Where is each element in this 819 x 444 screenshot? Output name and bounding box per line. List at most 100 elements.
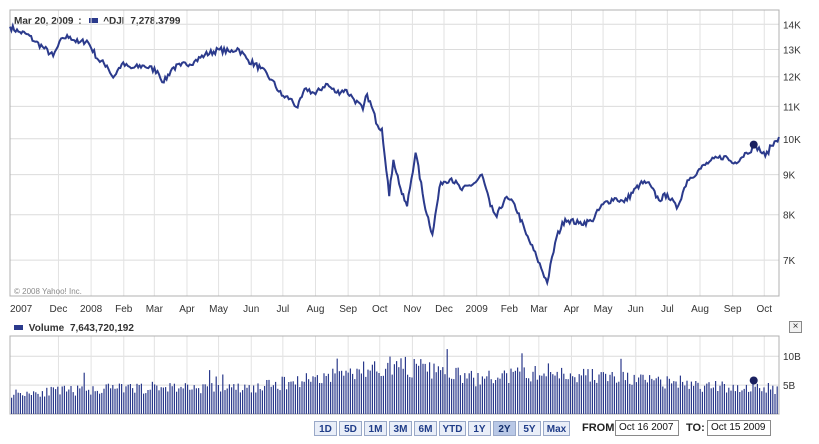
volume-bar <box>466 378 468 414</box>
volume-bar <box>123 392 125 414</box>
volume-bar <box>622 371 624 414</box>
volume-bar <box>37 393 39 414</box>
symbol-label: ^DJI <box>103 16 125 27</box>
volume-bar <box>147 390 149 414</box>
price-chart[interactable]: 7K 8K 9K 10K 11K 12K 13K 14K 2007 Dec 2008 Feb Mar A… <box>0 0 819 320</box>
volume-bar <box>136 383 138 414</box>
volume-bar <box>270 386 272 414</box>
volume-bar <box>712 387 714 414</box>
range-button-3m[interactable]: 3M <box>389 421 412 436</box>
volume-bar <box>360 373 362 414</box>
volume-bar <box>334 373 336 414</box>
volume-bar <box>204 384 206 414</box>
volume-bar <box>543 373 545 414</box>
volume-bar <box>356 368 358 414</box>
volume-bar <box>486 376 488 414</box>
volume-bar <box>539 375 541 414</box>
volume-bar <box>638 377 640 414</box>
volume-bar <box>517 367 519 414</box>
price-x-tick-label: 2008 <box>80 304 103 315</box>
volume-bar <box>28 393 30 414</box>
volume-bar <box>545 376 547 414</box>
volume-bar <box>587 369 589 414</box>
volume-bar <box>90 394 92 414</box>
to-date-input[interactable]: Oct 15 2009 <box>707 420 771 436</box>
price-x-tick-label: May <box>209 304 228 315</box>
volume-chart[interactable]: 5B 10B <box>0 334 819 416</box>
price-x-tick-label: Dec <box>435 304 453 315</box>
price-x-tick-label: Mar <box>146 304 164 315</box>
range-button-1y[interactable]: 1Y <box>468 421 491 436</box>
range-button-6m[interactable]: 6M <box>414 421 437 436</box>
volume-bar <box>671 383 673 414</box>
volume-bar <box>477 373 479 414</box>
volume-bar <box>248 385 250 414</box>
price-y-tick-label: 12K <box>783 73 801 84</box>
volume-bar <box>569 373 571 414</box>
volume-bar <box>404 356 406 414</box>
volume-bar <box>24 396 26 414</box>
volume-bar <box>448 377 450 414</box>
volume-bar <box>418 365 420 414</box>
volume-bar <box>44 396 46 414</box>
volume-bar <box>613 376 615 414</box>
volume-bar <box>277 388 279 414</box>
from-date-input[interactable]: Oct 16 2007 <box>615 420 679 436</box>
volume-cursor-marker[interactable] <box>749 376 758 385</box>
range-button-2y[interactable]: 2Y <box>493 421 516 436</box>
range-button-1d[interactable]: 1D <box>314 421 337 436</box>
volume-bar <box>591 369 593 414</box>
close-volume-button[interactable]: × <box>789 321 802 333</box>
volume-bar <box>22 395 24 414</box>
volume-bar <box>57 386 59 414</box>
volume-bar <box>618 381 620 414</box>
range-button-ytd[interactable]: YTD <box>439 421 466 436</box>
volume-bar <box>215 376 217 414</box>
volume-bar <box>754 386 756 414</box>
volume-bar <box>651 378 653 414</box>
volume-bar <box>107 383 109 414</box>
volume-bar <box>501 373 503 414</box>
volume-bar <box>389 356 391 414</box>
volume-bar <box>761 391 763 414</box>
range-button-1m[interactable]: 1M <box>364 421 387 436</box>
volume-bar <box>121 384 123 414</box>
range-button-5y[interactable]: 5Y <box>518 421 541 436</box>
volume-bar <box>347 372 349 414</box>
volume-bar <box>206 386 208 414</box>
range-button-5d[interactable]: 5D <box>339 421 362 436</box>
volume-bar <box>750 391 752 414</box>
volume-bar <box>191 389 193 414</box>
volume-bar <box>281 376 283 414</box>
volume-bar <box>602 372 604 414</box>
volume-bar <box>264 386 266 414</box>
volume-bar <box>510 368 512 414</box>
volume-bar <box>563 373 565 414</box>
range-button-max[interactable]: Max <box>543 421 570 436</box>
volume-bar <box>743 388 745 414</box>
volume-bar <box>46 387 48 414</box>
volume-bar <box>693 385 695 414</box>
series-legend-swatch <box>89 18 99 24</box>
volume-bar <box>81 386 83 414</box>
volume-bar <box>116 388 118 414</box>
volume-bar <box>556 371 558 414</box>
volume-bar <box>407 374 409 414</box>
volume-bar <box>94 391 96 414</box>
price-cursor-marker[interactable] <box>749 140 758 149</box>
price-x-tick-label: Feb <box>501 304 519 315</box>
volume-bar <box>732 384 734 414</box>
volume-bar <box>631 384 633 414</box>
volume-bar <box>547 363 549 414</box>
volume-bar <box>52 387 54 414</box>
volume-bar <box>193 385 195 414</box>
volume-bar <box>565 379 567 414</box>
price-x-tick-label: Apr <box>179 304 195 315</box>
volume-bar <box>393 364 395 414</box>
price-x-tick-label: 2009 <box>466 304 489 315</box>
volume-bar <box>605 373 607 414</box>
price-x-axis: 2007 Dec 2008 Feb Mar Apr May Jun Jul Aug Sep Oct No… <box>10 304 772 315</box>
volume-bar <box>627 372 629 414</box>
volume-bar <box>402 368 404 414</box>
volume-bar <box>312 376 314 414</box>
